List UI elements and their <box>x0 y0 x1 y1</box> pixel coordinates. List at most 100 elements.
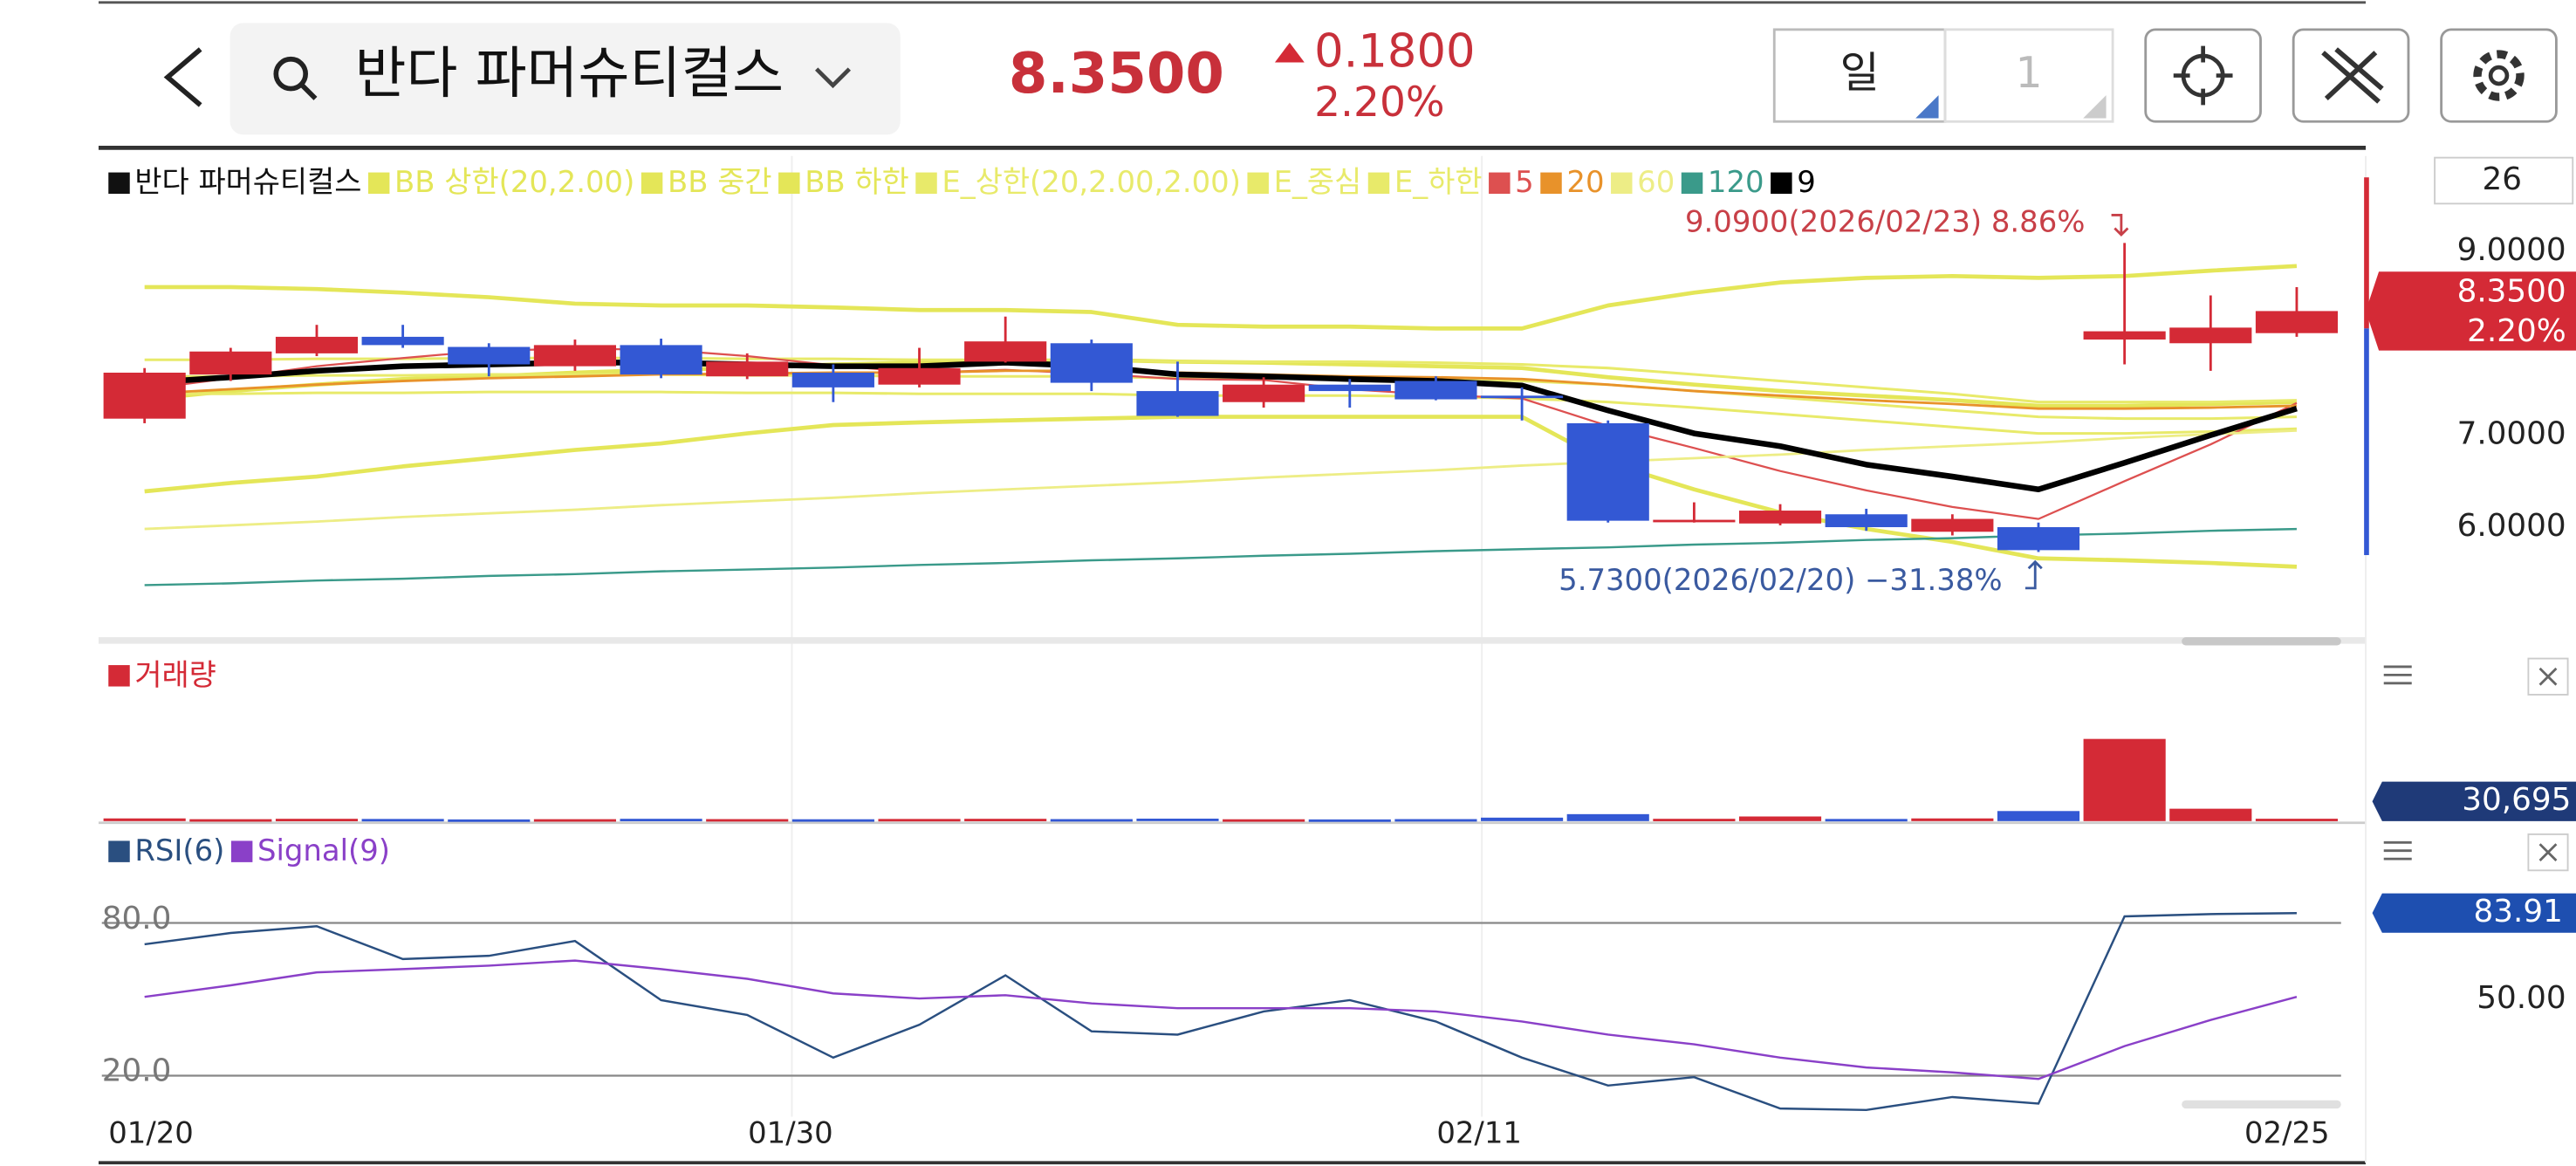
period-label: 일 <box>1840 48 1880 98</box>
legend-label: E_중심 <box>1274 165 1362 199</box>
rsi-badge-value: 83.91 <box>2474 894 2563 929</box>
settings-gear <box>2473 50 2525 101</box>
volume-bar <box>1997 811 2080 821</box>
price-change-percent: 2.20% <box>1314 79 1445 127</box>
candle-body <box>964 341 1047 362</box>
legend-swatch <box>778 172 800 195</box>
volume-bar <box>1738 816 1822 821</box>
legend-label: BB 상한(20,2.00) <box>394 165 634 199</box>
legend-label: 120 <box>1708 165 1764 199</box>
legend-label: 거래량 <box>134 658 216 692</box>
legend-label: 60 <box>1637 165 1675 199</box>
search-box[interactable] <box>230 23 901 135</box>
candle-body <box>1308 384 1391 392</box>
volume-menu[interactable] <box>2383 665 2412 685</box>
volume-bar <box>1481 817 1564 821</box>
volume-bar <box>706 819 789 822</box>
volume-bar <box>1825 819 1908 822</box>
price-range-bar-down <box>2364 328 2369 556</box>
legend-swatch <box>1489 172 1511 195</box>
y-tick-label: 80.0 <box>102 901 172 936</box>
legend-swatch <box>367 172 390 195</box>
current-price: 8.3500 <box>1009 42 1224 106</box>
settings-button[interactable] <box>2440 28 2558 123</box>
search-icon <box>273 56 308 92</box>
volume-close-x <box>2538 667 2558 686</box>
legend-swatch <box>915 172 937 195</box>
legend-swatch <box>1681 172 1703 195</box>
rsi-menu[interactable] <box>2383 840 2412 861</box>
panel-divider <box>98 637 2367 644</box>
volume-bar <box>189 819 272 822</box>
candle-body <box>361 336 444 346</box>
candle-body <box>2169 327 2252 344</box>
period-corner <box>1915 95 1939 119</box>
high-annotation: 9.0900(2026/02/23) 8.86% <box>1685 204 2085 238</box>
crosshair-lines <box>2173 45 2233 106</box>
dropdown-chevron[interactable] <box>815 67 851 89</box>
candle-body <box>1223 384 1305 402</box>
candle-body <box>706 361 789 377</box>
volume-close[interactable] <box>2527 657 2569 696</box>
up-triangle <box>1274 42 1305 63</box>
volume-bar <box>2255 819 2339 821</box>
legend-label: 20 <box>1566 165 1604 199</box>
candle-body <box>189 351 272 375</box>
candle-body <box>620 345 702 375</box>
scrollbar[interactable] <box>2182 637 2341 646</box>
legend-swatch <box>1247 172 1269 195</box>
volume-bar <box>2083 738 2166 821</box>
legend-swatch <box>1540 172 1562 195</box>
scrollbar[interactable] <box>2182 1100 2341 1109</box>
crosshair-button[interactable] <box>2144 28 2262 123</box>
x-tick-label: 01/30 <box>748 1116 833 1150</box>
price-range-bar-up <box>2364 177 2369 329</box>
price-badge <box>2366 271 2576 351</box>
interval-button[interactable] <box>1943 28 2114 123</box>
period-button[interactable] <box>1772 28 1947 123</box>
volume-bar <box>103 818 186 821</box>
volume-bar <box>1136 819 1219 821</box>
candle-body <box>448 346 531 365</box>
candle-body <box>1481 395 1564 399</box>
legend-label: Signal(9) <box>257 833 390 868</box>
candle-body <box>1911 518 1994 532</box>
back-button[interactable] <box>163 47 202 107</box>
legend-label: 반다 파머슈티컬스 <box>134 165 361 199</box>
candle-body <box>1136 391 1219 416</box>
volume-bar <box>878 819 961 822</box>
rsi-badge <box>2372 893 2576 933</box>
volume-bar <box>791 819 874 822</box>
y-tick-label: 20.0 <box>102 1053 172 1089</box>
high-arrow <box>2111 214 2129 237</box>
volume-badge <box>2372 781 2576 821</box>
volume-bar <box>1653 819 1736 822</box>
volume-bar <box>533 819 616 822</box>
legend-swatch <box>108 665 130 687</box>
y-tick-label: 9.0000 <box>2457 232 2566 268</box>
price-badge-percent: 2.20% <box>2467 313 2566 349</box>
candle-body <box>1738 511 1822 524</box>
legend-label: 5 <box>1515 165 1534 199</box>
volume-bar <box>2169 808 2252 821</box>
low-arrow <box>2024 559 2043 590</box>
volume-bar <box>620 819 702 822</box>
y-tick-label: 6.0000 <box>2457 508 2566 544</box>
legend-swatch <box>108 840 130 862</box>
legend-swatch <box>1771 172 1792 195</box>
interval-label: 1 <box>2016 48 2043 98</box>
legend-swatch <box>641 172 663 195</box>
candle-body <box>1825 514 1908 528</box>
settings-hub <box>2488 65 2510 86</box>
search-icon-handle <box>300 83 318 100</box>
indicator-line <box>144 390 2297 436</box>
y-tick-label: 7.0000 <box>2457 416 2566 452</box>
candle-body <box>1050 343 1133 383</box>
candle-body <box>878 367 961 385</box>
draw-icon <box>2321 47 2384 104</box>
legend-label: RSI(6) <box>134 833 224 868</box>
rsi-close-x <box>2538 843 2558 862</box>
interval-corner <box>2083 95 2107 119</box>
price-badge-value: 8.3500 <box>2457 274 2566 310</box>
